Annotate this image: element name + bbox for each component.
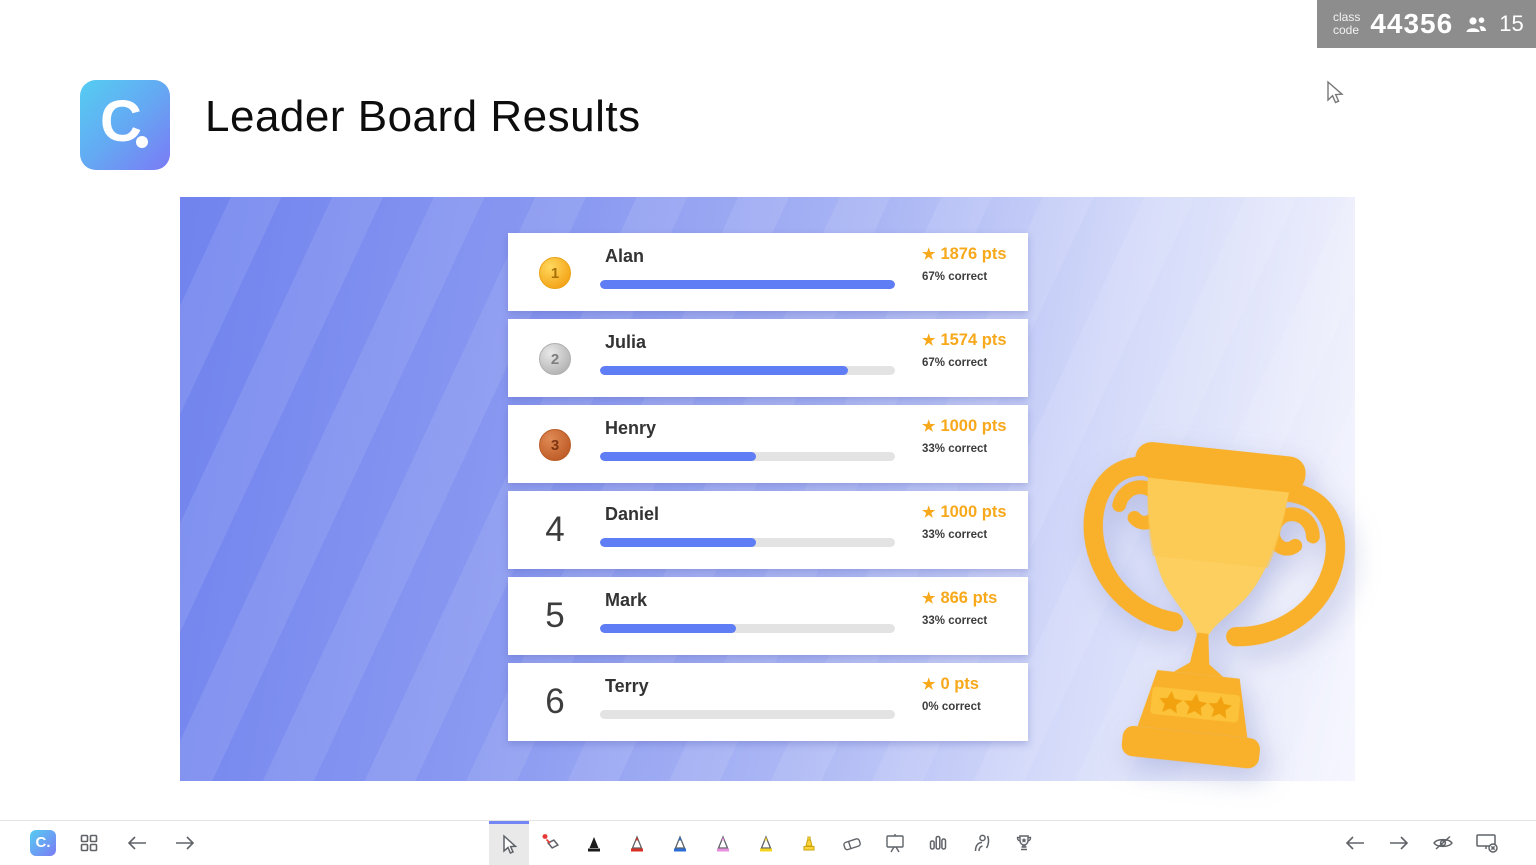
- star-icon: ★: [922, 676, 935, 693]
- score-progress-fill: [600, 538, 756, 547]
- leaderboard-row: 5 Mark ★ 866 pts 33% correct: [508, 577, 1028, 655]
- percent-correct: 33% correct: [922, 615, 997, 627]
- star-icon: ★: [922, 590, 935, 607]
- participant-name: Daniel: [605, 504, 659, 525]
- close-slideshow-icon[interactable]: [1472, 821, 1502, 865]
- class-code-value: 44356: [1370, 8, 1453, 40]
- score-progress-track: [600, 710, 895, 719]
- highlighter-tool[interactable]: [787, 821, 830, 865]
- participant-name: Henry: [605, 418, 656, 439]
- points-value: 1000 pts: [940, 503, 1006, 521]
- leaderboard: 1 Alan ★ 1876 pts 67% correct 2 Julia: [508, 233, 1028, 749]
- rank-number: 4: [536, 510, 574, 550]
- classpoint-menu-button[interactable]: C.: [30, 830, 56, 856]
- rank-number: 5: [536, 596, 574, 636]
- classpoint-logo: C: [80, 80, 170, 170]
- participant-name: Terry: [605, 676, 649, 697]
- star-icon: ★: [922, 332, 935, 349]
- previous-slide-icon[interactable]: [122, 821, 152, 865]
- next-slide-icon[interactable]: [170, 821, 200, 865]
- poll-chart-tool[interactable]: [916, 821, 959, 865]
- participants-icon: [1463, 13, 1489, 35]
- score-progress-track: [600, 624, 895, 633]
- percent-correct: 0% correct: [922, 701, 981, 713]
- cursor-tool[interactable]: [489, 821, 529, 865]
- pen-yellow-tool[interactable]: [744, 821, 787, 865]
- silver-medal-icon: 2: [539, 343, 571, 375]
- points-value: 0 pts: [940, 675, 979, 693]
- score-progress-track: [600, 452, 895, 461]
- bottom-toolbar: C.: [0, 820, 1536, 864]
- score-progress-track: [600, 280, 895, 289]
- page-title: Leader Board Results: [205, 92, 641, 142]
- leaderboard-row: 4 Daniel ★ 1000 pts 33% correct: [508, 491, 1028, 569]
- pen-blue-tool[interactable]: [658, 821, 701, 865]
- participant-name: Julia: [605, 332, 646, 353]
- pen-red-tool[interactable]: [615, 821, 658, 865]
- score-progress-fill: [600, 280, 895, 289]
- points-value: 1000 pts: [940, 417, 1006, 435]
- star-icon: ★: [922, 246, 935, 263]
- rank-number: 6: [536, 682, 574, 722]
- leaderboard-row: 6 Terry ★ 0 pts 0% correct: [508, 663, 1028, 741]
- score-progress-fill: [600, 624, 736, 633]
- points-value: 1876 pts: [940, 245, 1006, 263]
- percent-correct: 33% correct: [922, 529, 1007, 541]
- class-code-badge[interactable]: class code 44356 15: [1317, 0, 1536, 48]
- score-progress-track: [600, 366, 895, 375]
- whiteboard-tool[interactable]: [873, 821, 916, 865]
- slide-canvas: 1 Alan ★ 1876 pts 67% correct 2 Julia: [180, 197, 1355, 781]
- leaderboard-row: 3 Henry ★ 1000 pts 33% correct: [508, 405, 1028, 483]
- points-value: 866 pts: [940, 589, 997, 607]
- score-progress-track: [600, 538, 895, 547]
- star-icon: ★: [922, 504, 935, 521]
- participant-name: Alan: [605, 246, 644, 267]
- leaderboard-row: 2 Julia ★ 1574 pts 67% correct: [508, 319, 1028, 397]
- score-progress-fill: [600, 366, 848, 375]
- star-icon: ★: [922, 418, 935, 435]
- pen-pink-tool[interactable]: [701, 821, 744, 865]
- slide-grid-icon[interactable]: [74, 821, 104, 865]
- participant-count: 15: [1499, 11, 1523, 37]
- mouse-cursor-icon: [1324, 80, 1344, 111]
- next-slide-icon-right[interactable]: [1384, 821, 1414, 865]
- pen-black-tool[interactable]: [572, 821, 615, 865]
- class-code-label: class code: [1333, 11, 1360, 36]
- percent-correct: 67% correct: [922, 357, 1007, 369]
- bronze-medal-icon: 3: [539, 429, 571, 461]
- leaderboard-row: 1 Alan ★ 1876 pts 67% correct: [508, 233, 1028, 311]
- logo-dot: [136, 136, 148, 148]
- score-progress-fill: [600, 452, 756, 461]
- points-value: 1574 pts: [940, 331, 1006, 349]
- percent-correct: 33% correct: [922, 443, 1007, 455]
- trophy-illustration: [1051, 416, 1362, 791]
- percent-correct: 67% correct: [922, 271, 1007, 283]
- logo-letter: C: [100, 88, 142, 155]
- laser-pointer-tool[interactable]: [529, 821, 572, 865]
- gold-medal-icon: 1: [539, 257, 571, 289]
- participant-name: Mark: [605, 590, 647, 611]
- previous-slide-icon-right[interactable]: [1340, 821, 1370, 865]
- hide-toolbar-eye-icon[interactable]: [1428, 821, 1458, 865]
- eraser-tool[interactable]: [830, 821, 873, 865]
- pick-a-name-tool[interactable]: [959, 821, 1002, 865]
- award-trophy-tool[interactable]: [1002, 821, 1045, 865]
